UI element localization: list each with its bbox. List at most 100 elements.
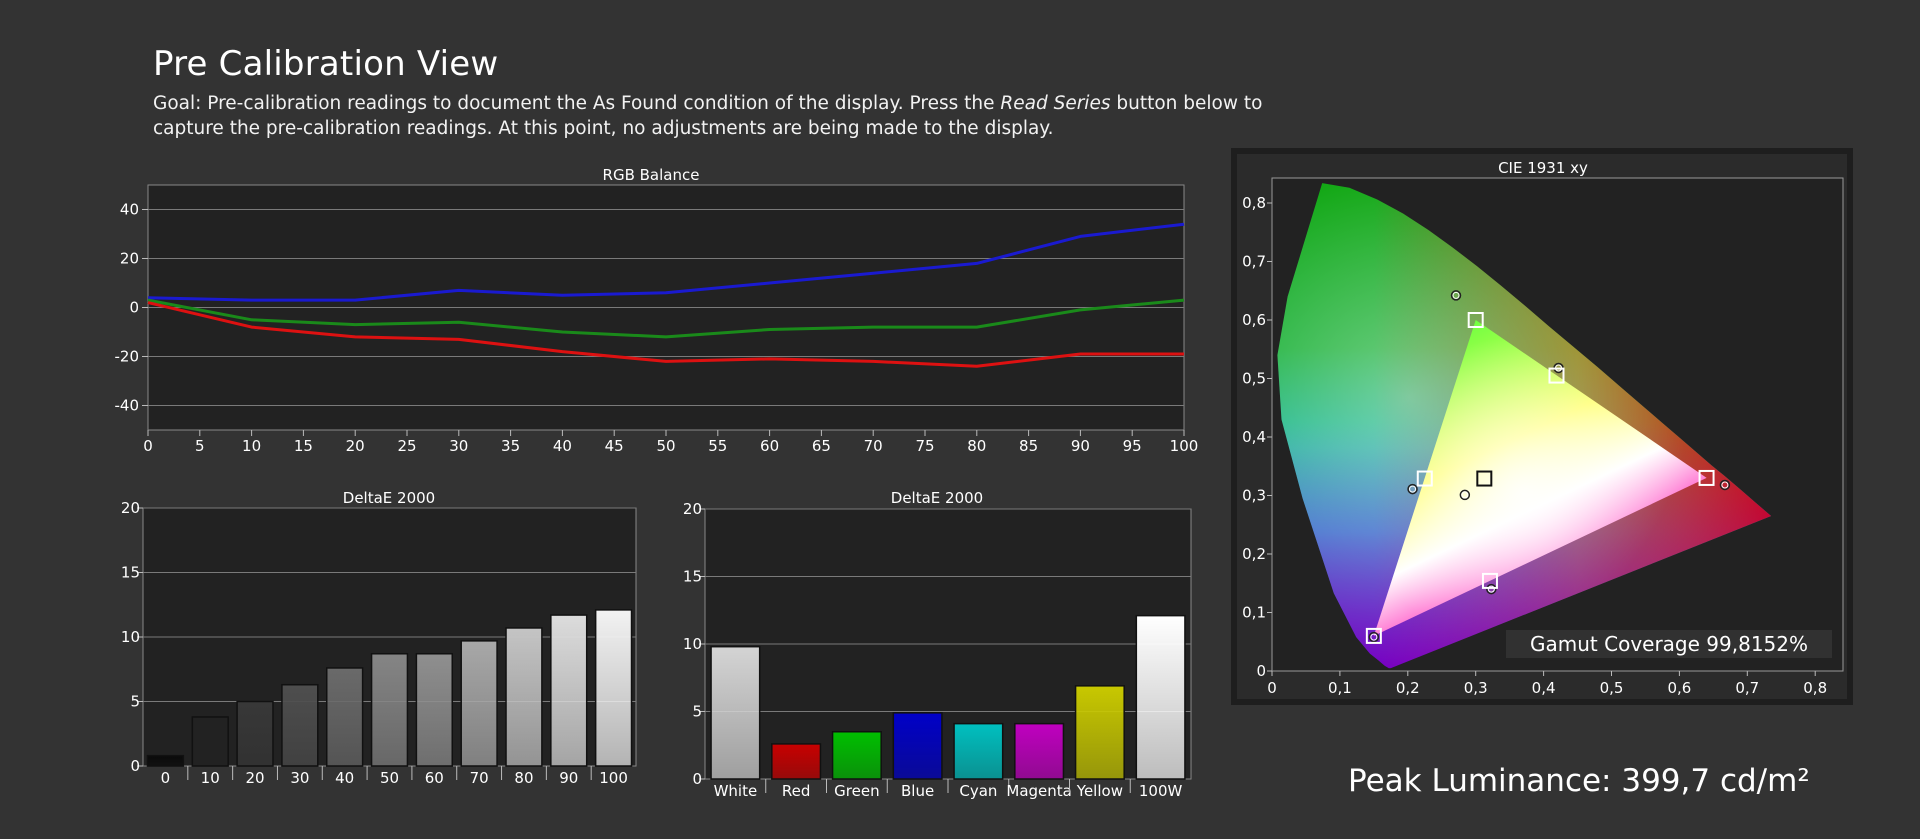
- rgb-xtick-label: 80: [967, 437, 986, 455]
- rgb-balance-title: RGB Balance: [603, 166, 700, 184]
- gamut-triangle-highlight: [1373, 320, 1707, 636]
- target-square: [1365, 627, 1382, 644]
- gray-xtick-label: 100: [599, 769, 628, 787]
- target-square: [1481, 572, 1498, 589]
- measured-point-outline: [1407, 483, 1418, 495]
- gray-xtick-label: 80: [514, 769, 533, 787]
- gray-xtick-label: 50: [380, 769, 399, 787]
- measured-point-outline: [1719, 479, 1731, 491]
- measured-point: [1409, 485, 1417, 493]
- cie-xtick-label: 0,4: [1532, 679, 1556, 697]
- rgb-xtick-label: 60: [760, 437, 779, 455]
- gray-bar: [370, 653, 409, 767]
- color-bar: [1135, 614, 1186, 780]
- color-bar: [1074, 685, 1125, 780]
- cie-ytick-label: 0,6: [1242, 311, 1266, 329]
- goal-text-suffix: button below to capture the pre-calibrat…: [153, 93, 1263, 139]
- rgb-ytick-label: 20: [120, 250, 139, 268]
- target-square: [1698, 469, 1715, 486]
- color-xtick-label: Magenta: [1006, 782, 1071, 800]
- rgb-xtick-label: 20: [346, 437, 365, 455]
- gray-bar: [191, 716, 229, 767]
- deltae-colors-chart: DeltaE 2000 20 15 10 5 0 White Red Green Blue Cya…: [683, 489, 1192, 800]
- color-xtick-label: Cyan: [959, 782, 997, 800]
- rgb-xtick-label: 55: [708, 437, 727, 455]
- rgb-ytick-label: -40: [115, 397, 140, 415]
- gray-ytick-label: 5: [130, 693, 140, 711]
- rgb-xtick-label: 45: [605, 437, 624, 455]
- gray-ytick-label: 15: [121, 564, 140, 582]
- cie-xtick-label: 0,2: [1396, 679, 1420, 697]
- cie-xtick-label: 0,1: [1328, 679, 1352, 697]
- gray-ytick-label: 0: [130, 757, 140, 775]
- measured-point-outline: [1368, 631, 1380, 643]
- cie-ytick-label: 0,2: [1242, 545, 1266, 563]
- target-square: [1467, 312, 1484, 328]
- cie-ytick-label: 0,7: [1242, 253, 1266, 271]
- measured-point: [1452, 291, 1460, 299]
- measured-point: [1461, 491, 1469, 499]
- rgb-xtick-label: 100: [1170, 437, 1199, 455]
- cie-ytick-label: 0: [1256, 662, 1266, 680]
- cie-ytick-label: 0,8: [1242, 194, 1266, 212]
- gamut-coverage-box: [1506, 630, 1832, 658]
- cie-xtick-label: 0,8: [1803, 679, 1827, 697]
- color-ytick-label: 10: [683, 635, 702, 653]
- cie-xtick-label: 0,7: [1735, 679, 1759, 697]
- read-series-reference: Read Series: [1000, 93, 1111, 114]
- rgb-xtick-label: 95: [1123, 437, 1142, 455]
- color-bar: [892, 712, 943, 780]
- measured-point: [1370, 633, 1378, 641]
- cie-title: CIE 1931 xy: [1498, 159, 1588, 177]
- goal-text-prefix: Goal: Pre-calibration readings to docume…: [153, 93, 1001, 114]
- measured-point-outline: [1459, 489, 1471, 501]
- gray-bar: [594, 609, 633, 767]
- rgb-xtick-label: 75: [915, 437, 934, 455]
- page-title: Pre Calibration View: [153, 44, 499, 84]
- color-ytick-label: 20: [683, 500, 702, 518]
- cie-ytick-label: 0,5: [1242, 370, 1266, 388]
- gray-ytick-label: 20: [121, 499, 140, 517]
- cie-xtick-label: 0,6: [1667, 679, 1691, 697]
- target-square: [1548, 367, 1565, 384]
- rgb-series-line-1: [147, 298, 1185, 339]
- goal-description: Goal: Pre-calibration readings to docume…: [153, 91, 1303, 141]
- rgb-xtick-label: 10: [242, 437, 261, 455]
- cie-xtick-label: 0,3: [1464, 679, 1488, 697]
- gray-bar: [550, 614, 588, 767]
- gray-bar: [326, 667, 364, 767]
- color-xtick-label: White: [714, 782, 758, 800]
- color-ytick-label: 0: [692, 770, 702, 788]
- gray-xtick-label: 70: [470, 769, 489, 787]
- gray-xtick-label: 10: [201, 769, 220, 787]
- color-xtick-label: Green: [834, 782, 879, 800]
- gamut-coverage-label: Gamut Coverage 99,8152%: [1530, 632, 1808, 656]
- rgb-series-line-0: [147, 222, 1185, 302]
- gray-bar: [146, 754, 185, 767]
- target-square: [1476, 470, 1493, 487]
- rgb-series-line-2: [147, 301, 1184, 368]
- rgb-xtick-label: 40: [553, 437, 572, 455]
- rgb-ytick-label: -20: [115, 348, 140, 366]
- gray-xtick-label: 0: [161, 769, 171, 787]
- gray-xtick-label: 90: [559, 769, 578, 787]
- gray-bar: [460, 640, 498, 767]
- rgb-xtick-label: 50: [656, 437, 675, 455]
- measured-point-outline: [1450, 290, 1462, 301]
- color-xtick-label: Yellow: [1076, 782, 1123, 800]
- color-xtick-label: Red: [782, 782, 811, 800]
- rgb-ytick-label: 40: [120, 201, 139, 219]
- cie-ytick-label: 0,1: [1242, 604, 1266, 622]
- peak-luminance: Peak Luminance: 399,7 cd/m²: [1348, 763, 1810, 799]
- color-ytick-label: 5: [692, 703, 702, 721]
- rgb-ytick-label: 0: [129, 299, 139, 317]
- color-bar: [1014, 722, 1065, 780]
- rgb-xtick-label: 35: [501, 437, 520, 455]
- cie-xtick-label: 0: [1267, 679, 1277, 697]
- measured-point: [1487, 585, 1495, 593]
- gray-bar: [236, 700, 274, 767]
- rgb-xtick-label: 85: [1019, 437, 1038, 455]
- rgb-balance-chart: RGB Balance 40 20 0 -20 -40 0 5 10 15 20 25 30 35 40…: [115, 166, 1199, 455]
